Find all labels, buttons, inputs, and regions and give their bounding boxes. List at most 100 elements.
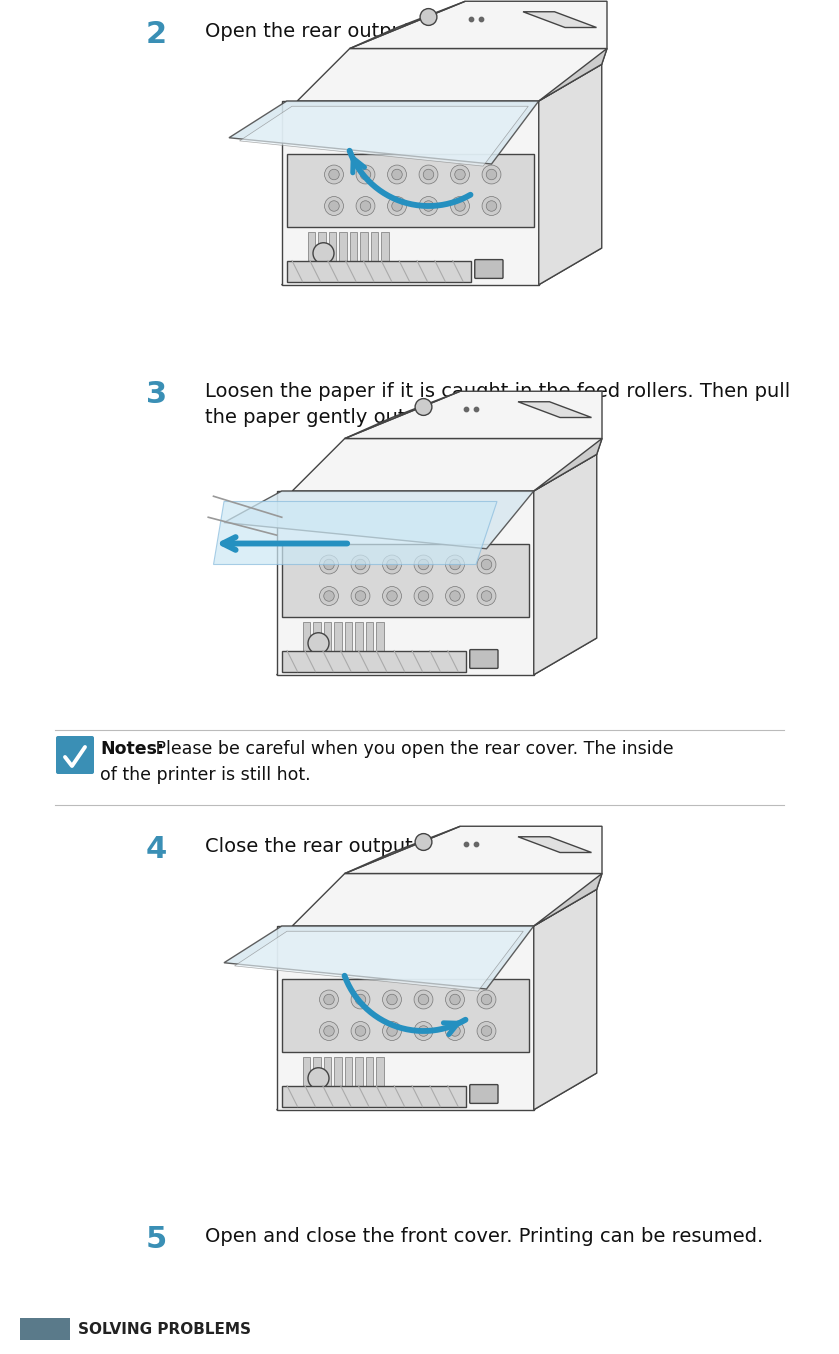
Circle shape bbox=[455, 200, 466, 211]
FancyBboxPatch shape bbox=[470, 1085, 498, 1104]
Circle shape bbox=[423, 200, 434, 211]
Circle shape bbox=[450, 994, 461, 1005]
Circle shape bbox=[414, 555, 433, 574]
Circle shape bbox=[414, 990, 433, 1009]
Text: 6.8: 6.8 bbox=[32, 1322, 59, 1336]
Circle shape bbox=[446, 555, 465, 574]
Circle shape bbox=[450, 1026, 461, 1036]
Circle shape bbox=[477, 555, 496, 574]
Circle shape bbox=[423, 169, 434, 180]
Polygon shape bbox=[234, 932, 524, 991]
Text: Please be careful when you open the rear cover. The inside: Please be careful when you open the rear… bbox=[150, 741, 674, 758]
Circle shape bbox=[325, 196, 343, 215]
Circle shape bbox=[320, 990, 338, 1009]
Polygon shape bbox=[345, 826, 602, 873]
Circle shape bbox=[482, 994, 492, 1005]
Text: SOLVING PROBLEMS: SOLVING PROBLEMS bbox=[78, 1322, 251, 1336]
FancyBboxPatch shape bbox=[56, 737, 94, 774]
Polygon shape bbox=[292, 439, 602, 492]
Circle shape bbox=[360, 200, 371, 211]
Polygon shape bbox=[282, 102, 539, 284]
Circle shape bbox=[419, 590, 429, 601]
Circle shape bbox=[383, 586, 401, 605]
Circle shape bbox=[356, 196, 375, 215]
FancyBboxPatch shape bbox=[470, 650, 498, 669]
Circle shape bbox=[324, 1026, 334, 1036]
Circle shape bbox=[320, 555, 338, 574]
Circle shape bbox=[356, 165, 375, 184]
FancyBboxPatch shape bbox=[350, 233, 357, 269]
Circle shape bbox=[325, 165, 343, 184]
Circle shape bbox=[308, 1068, 329, 1089]
Circle shape bbox=[320, 1021, 338, 1040]
Polygon shape bbox=[297, 49, 607, 102]
Circle shape bbox=[419, 1026, 429, 1036]
Polygon shape bbox=[518, 402, 591, 417]
Circle shape bbox=[388, 196, 406, 215]
FancyBboxPatch shape bbox=[371, 233, 378, 269]
Circle shape bbox=[313, 242, 334, 264]
Circle shape bbox=[414, 586, 433, 605]
Polygon shape bbox=[534, 873, 602, 926]
Circle shape bbox=[360, 169, 371, 180]
Circle shape bbox=[446, 990, 465, 1009]
FancyBboxPatch shape bbox=[376, 623, 383, 659]
Polygon shape bbox=[224, 492, 534, 548]
FancyBboxPatch shape bbox=[287, 153, 534, 227]
Polygon shape bbox=[518, 837, 591, 853]
Polygon shape bbox=[534, 454, 597, 674]
Circle shape bbox=[455, 169, 466, 180]
Circle shape bbox=[392, 200, 402, 211]
Circle shape bbox=[324, 559, 334, 570]
Text: 2: 2 bbox=[146, 20, 167, 49]
Text: 5: 5 bbox=[146, 1225, 167, 1254]
Circle shape bbox=[487, 200, 497, 211]
Circle shape bbox=[392, 169, 402, 180]
Circle shape bbox=[387, 994, 397, 1005]
FancyBboxPatch shape bbox=[324, 623, 331, 659]
Circle shape bbox=[419, 165, 438, 184]
Circle shape bbox=[451, 165, 470, 184]
FancyBboxPatch shape bbox=[360, 233, 367, 269]
Circle shape bbox=[329, 169, 339, 180]
Polygon shape bbox=[350, 1, 466, 49]
Polygon shape bbox=[539, 49, 607, 102]
FancyBboxPatch shape bbox=[366, 1057, 373, 1094]
Polygon shape bbox=[292, 873, 602, 926]
Polygon shape bbox=[277, 638, 597, 674]
FancyBboxPatch shape bbox=[303, 623, 310, 659]
Circle shape bbox=[351, 990, 370, 1009]
Polygon shape bbox=[277, 926, 534, 1110]
Circle shape bbox=[482, 165, 501, 184]
Text: 3: 3 bbox=[146, 380, 167, 409]
Circle shape bbox=[320, 586, 338, 605]
Circle shape bbox=[450, 559, 461, 570]
Text: of the printer is still hot.: of the printer is still hot. bbox=[100, 766, 310, 784]
Polygon shape bbox=[282, 1086, 466, 1106]
Circle shape bbox=[355, 1026, 366, 1036]
Circle shape bbox=[450, 590, 461, 601]
FancyBboxPatch shape bbox=[355, 623, 362, 659]
Circle shape bbox=[482, 590, 492, 601]
FancyBboxPatch shape bbox=[303, 1057, 310, 1094]
Polygon shape bbox=[287, 260, 471, 282]
Circle shape bbox=[477, 586, 496, 605]
FancyBboxPatch shape bbox=[376, 1057, 383, 1094]
Circle shape bbox=[482, 1026, 492, 1036]
Circle shape bbox=[351, 1021, 370, 1040]
Circle shape bbox=[383, 1021, 401, 1040]
Text: Open and close the front cover. Printing can be resumed.: Open and close the front cover. Printing… bbox=[205, 1227, 763, 1246]
Circle shape bbox=[351, 555, 370, 574]
Polygon shape bbox=[277, 492, 534, 674]
Circle shape bbox=[482, 559, 492, 570]
Polygon shape bbox=[345, 826, 461, 873]
Circle shape bbox=[355, 559, 366, 570]
Polygon shape bbox=[523, 12, 597, 27]
FancyBboxPatch shape bbox=[381, 233, 388, 269]
Polygon shape bbox=[539, 64, 602, 284]
Polygon shape bbox=[345, 391, 461, 439]
Circle shape bbox=[419, 196, 438, 215]
Polygon shape bbox=[345, 391, 602, 439]
FancyBboxPatch shape bbox=[366, 623, 373, 659]
Circle shape bbox=[324, 994, 334, 1005]
